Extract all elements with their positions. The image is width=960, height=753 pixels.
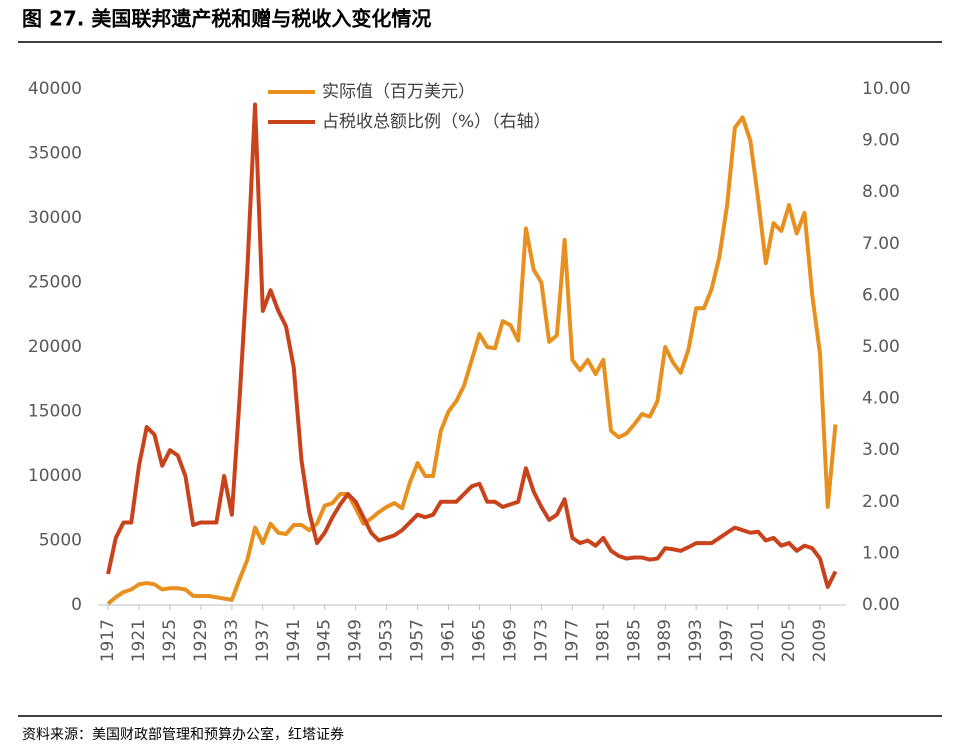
legend-label: 占税收总额比例（%）（右轴） xyxy=(322,112,551,132)
y2-tick-label: 0.00 xyxy=(862,595,900,615)
y-tick-label: 40000 xyxy=(28,79,82,99)
x-tick-label: 1925 xyxy=(160,619,180,662)
y2-tick-label: 1.00 xyxy=(862,543,900,563)
y-tick-label: 15000 xyxy=(28,402,82,422)
x-tick-label: 1989 xyxy=(655,619,675,662)
x-tick-label: 1921 xyxy=(129,619,149,662)
y-tick-label: 25000 xyxy=(28,273,82,293)
y2-tick-label: 7.00 xyxy=(862,234,900,254)
x-tick-label: 2001 xyxy=(748,619,768,662)
x-tick-label: 1917 xyxy=(98,619,118,662)
y2-tick-label: 10.00 xyxy=(862,79,911,99)
y2-tick-label: 4.00 xyxy=(862,389,900,409)
y2-tick-label: 6.00 xyxy=(862,285,900,305)
x-tick-label: 1953 xyxy=(377,619,397,662)
source: 资料来源：美国财政部管理和预算办公室，红塔证券 xyxy=(22,726,344,743)
y-tick-label: 20000 xyxy=(28,337,82,357)
x-tick-label: 1957 xyxy=(408,619,428,662)
series-line xyxy=(106,102,838,589)
x-tick-label: 1933 xyxy=(222,619,242,662)
x-tick-label: 1961 xyxy=(439,619,459,662)
x-tick-label: 1993 xyxy=(686,619,706,662)
y2-tick-label: 9.00 xyxy=(862,131,900,151)
y2-tick-label: 3.00 xyxy=(862,440,900,460)
chart-title: 图 27. 美国联邦遗产税和赠与税收入变化情况 xyxy=(22,7,431,31)
x-tick-label: 1941 xyxy=(284,619,304,662)
x-tick-label: 1945 xyxy=(315,619,335,662)
x-tick-label: 1937 xyxy=(253,619,273,662)
x-tick-label: 1965 xyxy=(469,619,489,662)
series-line xyxy=(106,115,838,606)
x-tick-label: 1977 xyxy=(562,619,582,662)
x-tick-label: 1949 xyxy=(346,619,366,662)
y2-tick-label: 8.00 xyxy=(862,182,900,202)
y-tick-label: 10000 xyxy=(28,466,82,486)
x-tick-label: 1969 xyxy=(500,619,520,662)
legend-label: 实际值（百万美元） xyxy=(322,82,475,102)
x-tick-label: 2005 xyxy=(779,619,799,662)
y-tick-label: 5000 xyxy=(39,531,82,551)
x-tick-label: 1973 xyxy=(531,619,551,662)
x-tick-label: 2009 xyxy=(810,619,830,662)
x-tick-label: 1985 xyxy=(624,619,644,662)
y-tick-label: 0 xyxy=(71,595,82,615)
y2-tick-label: 2.00 xyxy=(862,492,900,512)
x-tick-label: 1929 xyxy=(191,619,211,662)
x-tick-label: 1997 xyxy=(717,619,737,662)
y-tick-label: 35000 xyxy=(28,144,82,164)
y-tick-label: 30000 xyxy=(28,208,82,228)
x-tick-label: 1981 xyxy=(593,619,613,662)
y2-tick-label: 5.00 xyxy=(862,337,900,357)
